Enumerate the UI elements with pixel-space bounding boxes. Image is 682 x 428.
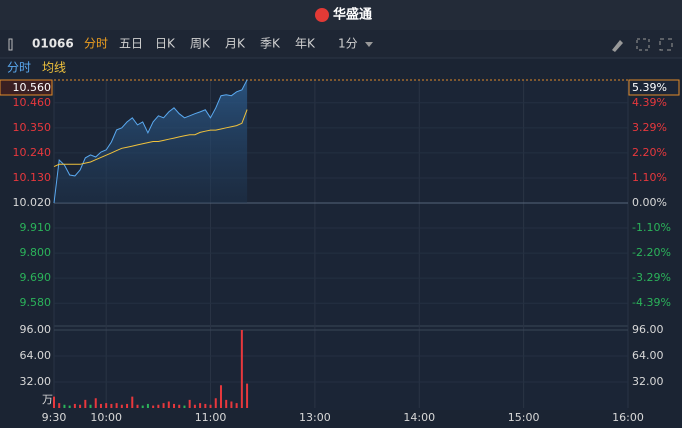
x-tick-label: 9:30 (42, 411, 67, 424)
volume-bar (219, 385, 222, 408)
volume-bar (99, 403, 102, 408)
y2-tick-label: 1.10% (632, 171, 667, 184)
tab[interactable]: 周K (190, 37, 211, 51)
volume-bar (110, 403, 113, 408)
volume-bar (73, 403, 76, 408)
volume-bar (141, 405, 144, 408)
x-tick-label: 13:00 (299, 411, 331, 424)
y-tick-label: 10.560 (13, 81, 52, 94)
toolbar (0, 30, 682, 58)
y-tick-label: 64.00 (20, 349, 52, 362)
price-line (53, 79, 248, 204)
screenshot-icon[interactable] (636, 38, 650, 51)
collapse-icon[interactable] (8, 38, 13, 51)
y2-tick-label: -3.29% (632, 271, 671, 284)
volume-bar (178, 404, 181, 408)
y-tick-label: 10.130 (13, 171, 52, 184)
volume-bar (94, 398, 97, 408)
y2-tick-label: 3.29% (632, 121, 667, 134)
interval[interactable]: 1分 (338, 37, 358, 51)
tab[interactable]: 年K (295, 37, 316, 51)
volume-bar (167, 401, 170, 408)
x-tick-label: 15:00 (508, 411, 540, 424)
volume-unit: 万 (42, 393, 53, 406)
volume-bar (225, 399, 228, 408)
volume-bar (68, 405, 71, 408)
y-tick-label: 96.00 (20, 323, 52, 336)
y-tick-label: 64.00 (632, 349, 664, 362)
dropdown-arrow[interactable] (365, 42, 373, 47)
volume-bar (58, 403, 61, 408)
volume-bar (63, 404, 66, 408)
y-tick-label: 32.00 (20, 375, 52, 388)
volume-bar (183, 405, 186, 408)
volume-bar (204, 403, 207, 408)
logo (315, 8, 329, 22)
volume-bar (120, 404, 123, 408)
tab[interactable]: 五日 (119, 37, 143, 51)
volume-bar (214, 398, 217, 408)
legend-entry: 均线 (42, 61, 66, 75)
draw-icon[interactable] (612, 40, 623, 52)
app-title: 华盛通 (333, 7, 372, 23)
volume-bar (79, 404, 82, 408)
x-tick-label: 16:00 (612, 411, 644, 424)
percent-box (628, 79, 680, 96)
volume-bar (53, 396, 55, 408)
legend-entry: 分时 (7, 61, 31, 75)
y-tick-label: 10.460 (13, 96, 52, 109)
volume-bar (84, 399, 87, 408)
price-area (54, 79, 248, 203)
y-tick-label: 32.00 (632, 375, 664, 388)
stock-code: 01066 (32, 37, 74, 51)
volume-bar (188, 399, 191, 408)
tab[interactable]: 日K (155, 37, 176, 51)
y2-tick-label: 4.39% (632, 96, 667, 109)
y-tick-label: 96.00 (632, 323, 664, 336)
y-tick-label: 9.580 (20, 296, 52, 309)
tab[interactable]: 月K (225, 37, 246, 51)
volume-bar (199, 403, 202, 408)
y-tick-label: 10.240 (13, 146, 52, 159)
price-box (0, 79, 53, 96)
y-tick-label: 10.350 (13, 121, 52, 134)
volume-bar (193, 404, 196, 408)
volume-bar (105, 403, 108, 408)
volume-bar (230, 401, 233, 408)
volume-bar (240, 330, 243, 408)
x-tick-label: 10:00 (90, 411, 122, 424)
y-tick-label: 9.690 (20, 271, 52, 284)
volume-bar (235, 403, 238, 408)
volume-bar (126, 403, 129, 408)
volume-bar (209, 404, 212, 408)
volume-bar (246, 383, 249, 408)
volume-bar (157, 404, 160, 408)
volume-bar (152, 405, 155, 408)
volume-bar (89, 404, 92, 408)
y-tick-label: 9.910 (20, 221, 52, 234)
y2-tick-label: -1.10% (632, 221, 671, 234)
x-tick-label: 14:00 (403, 411, 435, 424)
tab[interactable]: 分时 (84, 37, 108, 51)
volume-bar (146, 403, 149, 408)
y2-tick-label: -2.20% (632, 246, 671, 259)
y-tick-label: 10.020 (13, 196, 52, 209)
y2-tick-label: 5.39% (632, 81, 667, 94)
volume-bar (136, 404, 139, 408)
y2-tick-label: -4.39% (632, 296, 671, 309)
volume-bar (115, 403, 118, 408)
volume-bar (131, 396, 134, 408)
header-bar (0, 0, 682, 30)
y2-tick-label: 0.00% (632, 196, 667, 209)
average-line (53, 109, 248, 168)
volume-bar (162, 403, 165, 408)
volume-bar (173, 403, 176, 408)
x-tick-label: 11:00 (195, 411, 227, 424)
y2-tick-label: 2.20% (632, 146, 667, 159)
tab[interactable]: 季K (260, 37, 281, 51)
y-tick-label: 9.800 (20, 246, 52, 259)
fullscreen-icon[interactable] (659, 38, 673, 51)
